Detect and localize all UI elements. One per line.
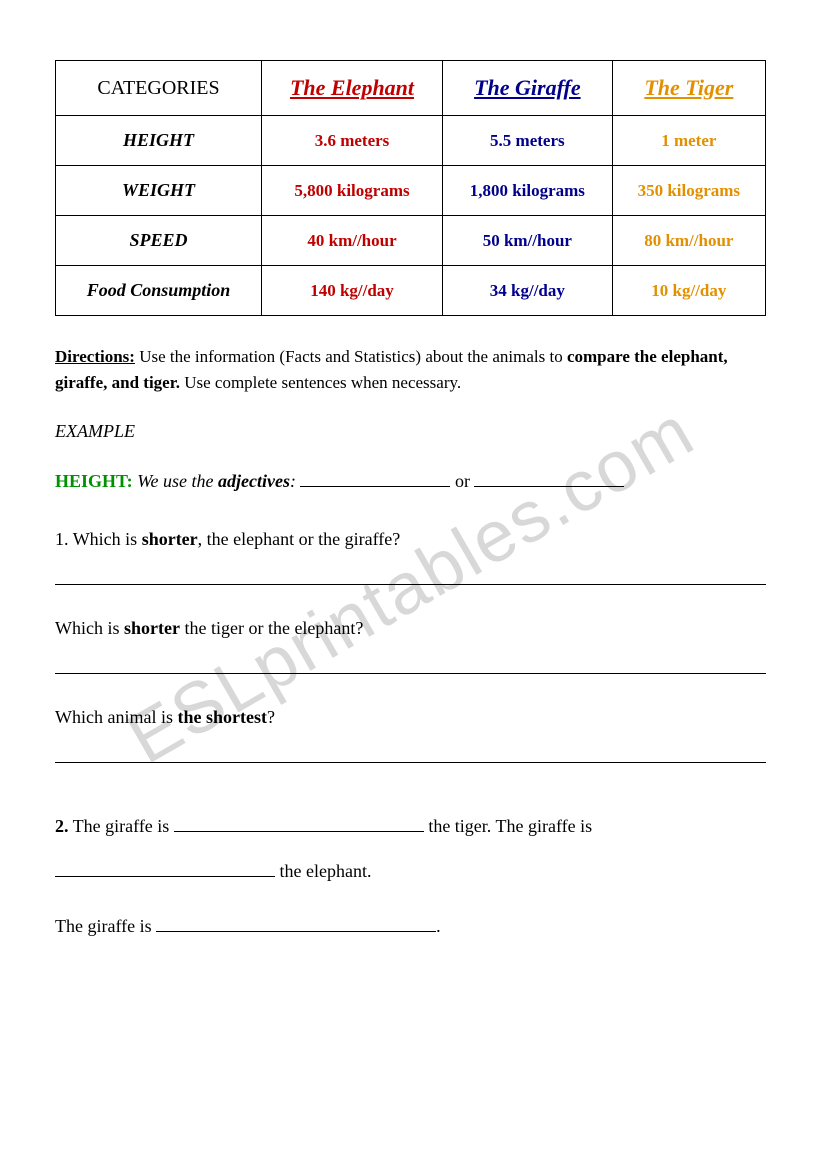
- weight-tiger: 350 kilograms: [612, 166, 765, 216]
- q1c-pre: Which animal is: [55, 707, 177, 727]
- q1-number: 1.: [55, 529, 73, 549]
- or-text: or: [450, 471, 474, 491]
- question-2-line1: 2. The giraffe is the tiger. The giraffe…: [55, 813, 766, 840]
- directions-body-2: Use complete sentences when necessary.: [180, 373, 461, 392]
- question-1c: Which animal is the shortest?: [55, 704, 766, 731]
- directions-label: Directions:: [55, 347, 135, 366]
- speed-elephant: 40 km//hour: [262, 216, 443, 266]
- question-1a: 1. Which is shorter, the elephant or the…: [55, 526, 766, 553]
- answer-line[interactable]: [55, 761, 766, 763]
- blank-input[interactable]: [300, 468, 450, 487]
- q1a-post: , the elephant or the giraffe?: [198, 529, 401, 549]
- q2-text-d: The giraffe is: [55, 916, 156, 936]
- food-elephant: 140 kg//day: [262, 266, 443, 316]
- q1b-post: the tiger or the elephant?: [180, 618, 363, 638]
- animal-facts-table: CATEGORIES The Elephant The Giraffe The …: [55, 60, 766, 316]
- height-category-label: HEIGHT:: [55, 471, 133, 491]
- blank-input[interactable]: [174, 813, 424, 832]
- header-categories: CATEGORIES: [56, 61, 262, 116]
- q2-text-b: the tiger. The giraffe is: [424, 816, 592, 836]
- directions-body-1: Use the information (Facts and Statistic…: [135, 347, 567, 366]
- row-label-food: Food Consumption: [56, 266, 262, 316]
- q2-text-e: .: [436, 916, 441, 936]
- weight-elephant: 5,800 kilograms: [262, 166, 443, 216]
- q2-text-c: the elephant.: [275, 861, 371, 881]
- blank-input[interactable]: [156, 913, 436, 932]
- height-adjectives-line: HEIGHT: We use the adjectives: or: [55, 468, 766, 492]
- example-label: EXAMPLE: [55, 421, 766, 442]
- height-tiger: 1 meter: [612, 116, 765, 166]
- row-label-weight: WEIGHT: [56, 166, 262, 216]
- speed-giraffe: 50 km//hour: [443, 216, 613, 266]
- answer-line[interactable]: [55, 672, 766, 674]
- height-text-2: :: [290, 471, 301, 491]
- header-tiger: The Tiger: [612, 61, 765, 116]
- blank-input[interactable]: [474, 468, 624, 487]
- q1c-bold: the shortest: [177, 707, 266, 727]
- height-text-1: We use the: [133, 471, 218, 491]
- blank-input[interactable]: [55, 858, 275, 877]
- food-tiger: 10 kg//day: [612, 266, 765, 316]
- question-1b: Which is shorter the tiger or the elepha…: [55, 615, 766, 642]
- row-label-height: HEIGHT: [56, 116, 262, 166]
- spacer: [55, 793, 766, 813]
- q1a-pre: Which is: [73, 529, 142, 549]
- question-2-line3: The giraffe is .: [55, 913, 766, 940]
- worksheet-page: CATEGORIES The Elephant The Giraffe The …: [0, 0, 821, 990]
- q1a-bold: shorter: [142, 529, 198, 549]
- height-elephant: 3.6 meters: [262, 116, 443, 166]
- food-giraffe: 34 kg//day: [443, 266, 613, 316]
- table-row: WEIGHT 5,800 kilograms 1,800 kilograms 3…: [56, 166, 766, 216]
- height-giraffe: 5.5 meters: [443, 116, 613, 166]
- header-giraffe: The Giraffe: [443, 61, 613, 116]
- q2-number: 2.: [55, 816, 69, 836]
- height-adjectives-bold: adjectives: [218, 471, 290, 491]
- q2-text-a: The giraffe is: [69, 816, 174, 836]
- q1b-pre: Which is: [55, 618, 124, 638]
- q1c-post: ?: [267, 707, 275, 727]
- question-2-line2: the elephant.: [55, 858, 766, 885]
- directions-text: Directions: Use the information (Facts a…: [55, 344, 766, 395]
- table-row: HEIGHT 3.6 meters 5.5 meters 1 meter: [56, 116, 766, 166]
- q1b-bold: shorter: [124, 618, 180, 638]
- header-elephant: The Elephant: [262, 61, 443, 116]
- weight-giraffe: 1,800 kilograms: [443, 166, 613, 216]
- table-row: Food Consumption 140 kg//day 34 kg//day …: [56, 266, 766, 316]
- table-header-row: CATEGORIES The Elephant The Giraffe The …: [56, 61, 766, 116]
- speed-tiger: 80 km//hour: [612, 216, 765, 266]
- answer-line[interactable]: [55, 583, 766, 585]
- table-row: SPEED 40 km//hour 50 km//hour 80 km//hou…: [56, 216, 766, 266]
- row-label-speed: SPEED: [56, 216, 262, 266]
